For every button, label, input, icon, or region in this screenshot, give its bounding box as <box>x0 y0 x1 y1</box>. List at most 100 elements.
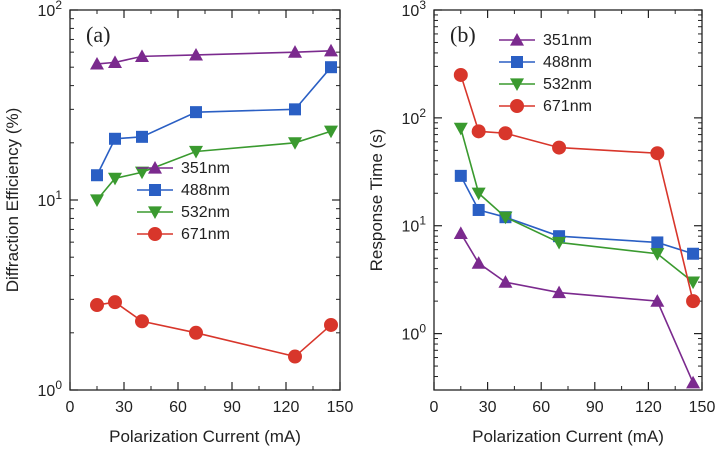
data-point <box>108 55 122 68</box>
data-point <box>136 130 148 143</box>
data-point <box>90 298 104 313</box>
series-532nm <box>90 125 338 207</box>
legend-label: 351nm <box>543 32 592 49</box>
data-point <box>288 137 302 150</box>
legend-marker <box>148 161 162 174</box>
data-point <box>498 126 513 141</box>
data-point <box>686 375 701 389</box>
series-line <box>96 130 332 201</box>
x-tick-label: 0 <box>430 399 439 416</box>
data-point <box>471 256 486 269</box>
series-line <box>96 66 332 176</box>
data-point <box>686 276 701 290</box>
x-tick-label: 30 <box>479 399 497 416</box>
data-point <box>552 285 567 299</box>
data-point <box>135 314 149 329</box>
data-point <box>91 169 103 182</box>
legend-label: 488nm <box>543 54 592 71</box>
data-point <box>324 125 338 139</box>
data-point <box>324 317 338 332</box>
y-tick-label: 101 <box>38 188 63 210</box>
data-point <box>498 275 513 288</box>
data-point <box>472 203 485 216</box>
data-point <box>289 103 301 116</box>
x-tick-label: 90 <box>586 399 604 416</box>
y-tick-label: 102 <box>402 106 427 128</box>
x-axis-title: Polarization Current (mA) <box>109 427 301 446</box>
legend: 351nm 488nm 532nm 671nm <box>137 160 230 243</box>
data-point <box>135 49 149 62</box>
data-point <box>288 349 302 364</box>
legend-marker <box>148 206 162 219</box>
series-488nm <box>454 169 700 260</box>
data-point <box>189 325 203 340</box>
data-point <box>454 169 467 182</box>
x-tick-label: 30 <box>115 399 133 416</box>
data-point <box>453 67 468 82</box>
legend: 351nm 488nm 532nm 671nm <box>499 32 592 115</box>
y-tick-label: 103 <box>402 0 427 20</box>
data-point <box>90 194 104 207</box>
data-point <box>471 187 486 201</box>
legend-label: 671nm <box>543 98 592 115</box>
series-488nm <box>91 61 337 182</box>
data-point <box>453 226 468 239</box>
legend-label: 532nm <box>543 76 592 93</box>
series-532nm <box>453 122 701 290</box>
y-tick-label: 101 <box>402 214 427 236</box>
x-tick-label: 120 <box>635 399 662 416</box>
panel-label: (b) <box>450 22 476 47</box>
data-point <box>453 122 468 136</box>
data-point <box>108 295 122 310</box>
legend-label: 488nm <box>181 182 230 199</box>
x-tick-label: 60 <box>169 399 187 416</box>
panel-b: 0 30 60 90 120 150 100 101 102 103 Polarization Cu… <box>367 0 715 446</box>
y-tick-label: 100 <box>38 378 63 400</box>
series-line <box>460 74 694 302</box>
data-point <box>189 145 203 159</box>
y-tick-label: 100 <box>402 322 427 344</box>
x-tick-label: 150 <box>327 399 354 416</box>
x-tick-label: 90 <box>223 399 241 416</box>
data-point <box>108 172 122 186</box>
series-351nm <box>453 226 701 389</box>
data-point <box>650 294 665 307</box>
y-axis-title: Diffraction Efficiency (%) <box>3 108 22 293</box>
legend-label: 671nm <box>181 226 230 243</box>
legend-label: 351nm <box>181 160 230 177</box>
legend-marker <box>148 227 162 241</box>
series-671nm <box>90 295 338 364</box>
data-point <box>189 47 203 61</box>
legend-marker <box>510 78 524 91</box>
x-tick-label: 60 <box>532 399 550 416</box>
data-point <box>650 146 665 161</box>
x-tick-label: 120 <box>273 399 300 416</box>
data-point <box>190 106 202 119</box>
series-671nm <box>453 67 701 309</box>
data-point <box>288 45 302 58</box>
data-point <box>135 166 149 180</box>
data-point <box>686 294 701 309</box>
x-tick-label: 150 <box>689 399 716 416</box>
data-point <box>471 124 486 139</box>
panel-label: (a) <box>86 22 110 47</box>
y-tick-label: 102 <box>38 0 63 20</box>
data-point <box>552 140 567 155</box>
legend-label: 532nm <box>181 204 230 221</box>
data-point <box>324 43 338 57</box>
data-point <box>687 247 700 260</box>
data-point <box>650 248 665 261</box>
y-axis-title: Response Time (s) <box>367 129 386 272</box>
x-axis-title: Polarization Current (mA) <box>472 427 664 446</box>
data-point <box>90 56 104 70</box>
legend-marker <box>510 33 524 46</box>
series-line <box>96 301 332 358</box>
legend-marker <box>510 99 524 113</box>
data-point <box>552 236 567 250</box>
panel-a: 0 30 60 90 120 150 100 101 102 Polarization Curre… <box>3 0 353 446</box>
series-351nm <box>90 43 338 70</box>
series-line <box>460 232 694 384</box>
data-point <box>498 211 513 225</box>
series-line <box>460 128 694 283</box>
